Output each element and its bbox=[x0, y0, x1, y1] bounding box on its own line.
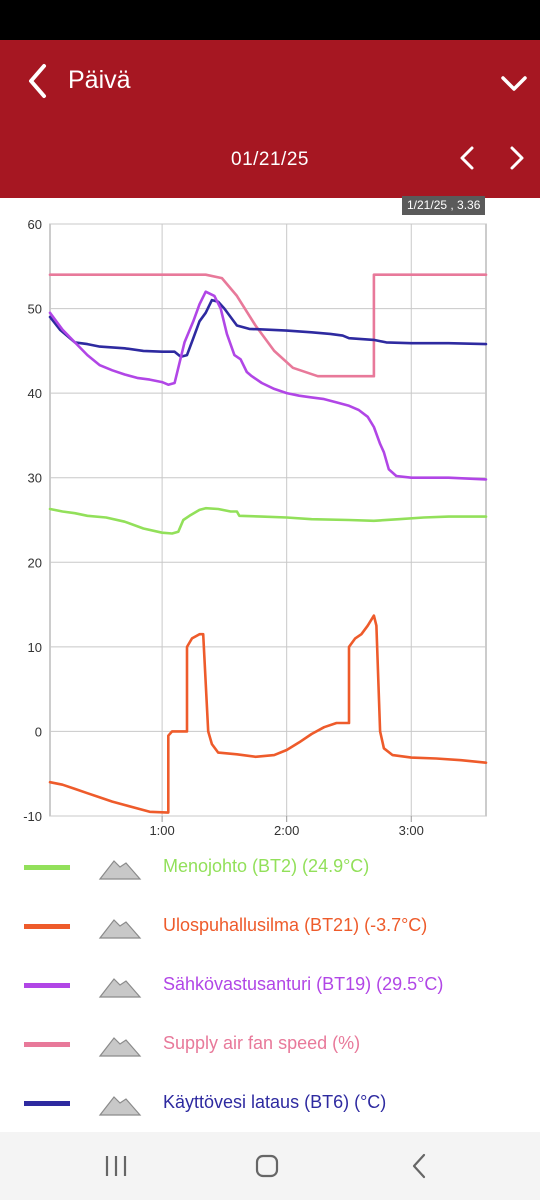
x-tick-label: 3:00 bbox=[399, 823, 424, 838]
x-tick-label: 2:00 bbox=[274, 823, 299, 838]
y-tick-label: 50 bbox=[28, 302, 42, 317]
next-day-button[interactable] bbox=[502, 143, 532, 173]
system-nav-bar bbox=[0, 1132, 540, 1200]
y-tick-label: 40 bbox=[28, 386, 42, 401]
series-line-supply-air-fan-speed[interactable] bbox=[48, 273, 488, 378]
back-button[interactable] bbox=[22, 60, 58, 102]
mountain-icon[interactable] bbox=[98, 1032, 142, 1058]
legend-item-sahkovastusanturi[interactable]: Sähkövastusanturi (BT19) (29.5°C) bbox=[0, 965, 540, 1005]
legend-swatch bbox=[24, 983, 70, 988]
legend-label: Ulospuhallusilma (BT21) (-3.7°C) bbox=[163, 915, 428, 935]
legend-label: Menojohto (BT2) (24.9°C) bbox=[163, 856, 370, 876]
series-line-menojohto-bt2-24-9-c[interactable] bbox=[48, 506, 488, 535]
y-tick-label: 30 bbox=[28, 471, 42, 486]
chevron-left-icon bbox=[29, 64, 46, 98]
status-bar bbox=[0, 0, 540, 40]
legend-item-supply-air-fan-speed[interactable]: Supply air fan speed (%) bbox=[0, 1024, 540, 1064]
dropdown-button[interactable] bbox=[498, 68, 530, 100]
legend-item-ulospuhallusilma[interactable]: Ulospuhallusilma (BT21) (-3.7°C) bbox=[0, 906, 540, 946]
series-line-s-hk-vastusanturi-bt19-29-5-c[interactable] bbox=[48, 290, 488, 481]
recent-apps-button[interactable] bbox=[96, 1150, 136, 1182]
legend-swatch bbox=[24, 1101, 70, 1106]
mountain-icon[interactable] bbox=[98, 1091, 142, 1117]
y-tick-label: 10 bbox=[28, 640, 42, 655]
page-title: Päivä bbox=[68, 66, 131, 94]
mountain-icon[interactable] bbox=[98, 914, 142, 940]
recent-apps-icon bbox=[105, 1156, 127, 1176]
y-tick-label: 0 bbox=[35, 724, 42, 739]
previous-day-button[interactable] bbox=[452, 143, 482, 173]
chevron-down-icon bbox=[501, 76, 527, 91]
series-line-ulospuhallusilma-bt21-3-7-c[interactable] bbox=[48, 614, 488, 814]
legend-label: Supply air fan speed (%) bbox=[163, 1033, 361, 1053]
y-tick-label: 20 bbox=[28, 555, 42, 570]
chevron-right-icon bbox=[510, 146, 524, 170]
legend-swatch bbox=[24, 865, 70, 870]
system-back-button[interactable] bbox=[400, 1150, 440, 1182]
legend-swatch bbox=[24, 924, 70, 929]
back-icon bbox=[412, 1153, 426, 1179]
legend-label: Sähkövastusanturi (BT19) (29.5°C) bbox=[163, 974, 444, 994]
line-chart[interactable]: 60 50 40 30 20 10 0 -10 1:00 2:00 3:00 bbox=[0, 198, 540, 838]
y-tick-label: -10 bbox=[23, 809, 42, 824]
legend-swatch bbox=[24, 1042, 70, 1047]
home-icon bbox=[255, 1154, 279, 1178]
date-label: 01/21/25 bbox=[231, 149, 309, 170]
x-tick-label: 1:00 bbox=[149, 823, 174, 838]
date-bar: 01/21/25 bbox=[0, 119, 540, 198]
legend-item-menojohto[interactable]: Menojohto (BT2) (24.9°C) bbox=[0, 847, 540, 887]
legend-label: Käyttövesi lataus (BT6) (°C) bbox=[163, 1092, 387, 1112]
mountain-icon[interactable] bbox=[98, 855, 142, 881]
chart-tooltip: 1/21/25 , 3.36 bbox=[402, 196, 486, 215]
chevron-left-icon bbox=[460, 146, 474, 170]
app-header: Päivä bbox=[0, 40, 540, 119]
mountain-icon[interactable] bbox=[98, 973, 142, 999]
y-tick-label: 60 bbox=[28, 217, 42, 232]
legend-item-kayttovesi-lataus[interactable]: Käyttövesi lataus (BT6) (°C) bbox=[0, 1083, 540, 1123]
chart-area[interactable]: 60 50 40 30 20 10 0 -10 1:00 2:00 3:00 bbox=[0, 198, 540, 838]
home-button[interactable] bbox=[247, 1150, 287, 1182]
